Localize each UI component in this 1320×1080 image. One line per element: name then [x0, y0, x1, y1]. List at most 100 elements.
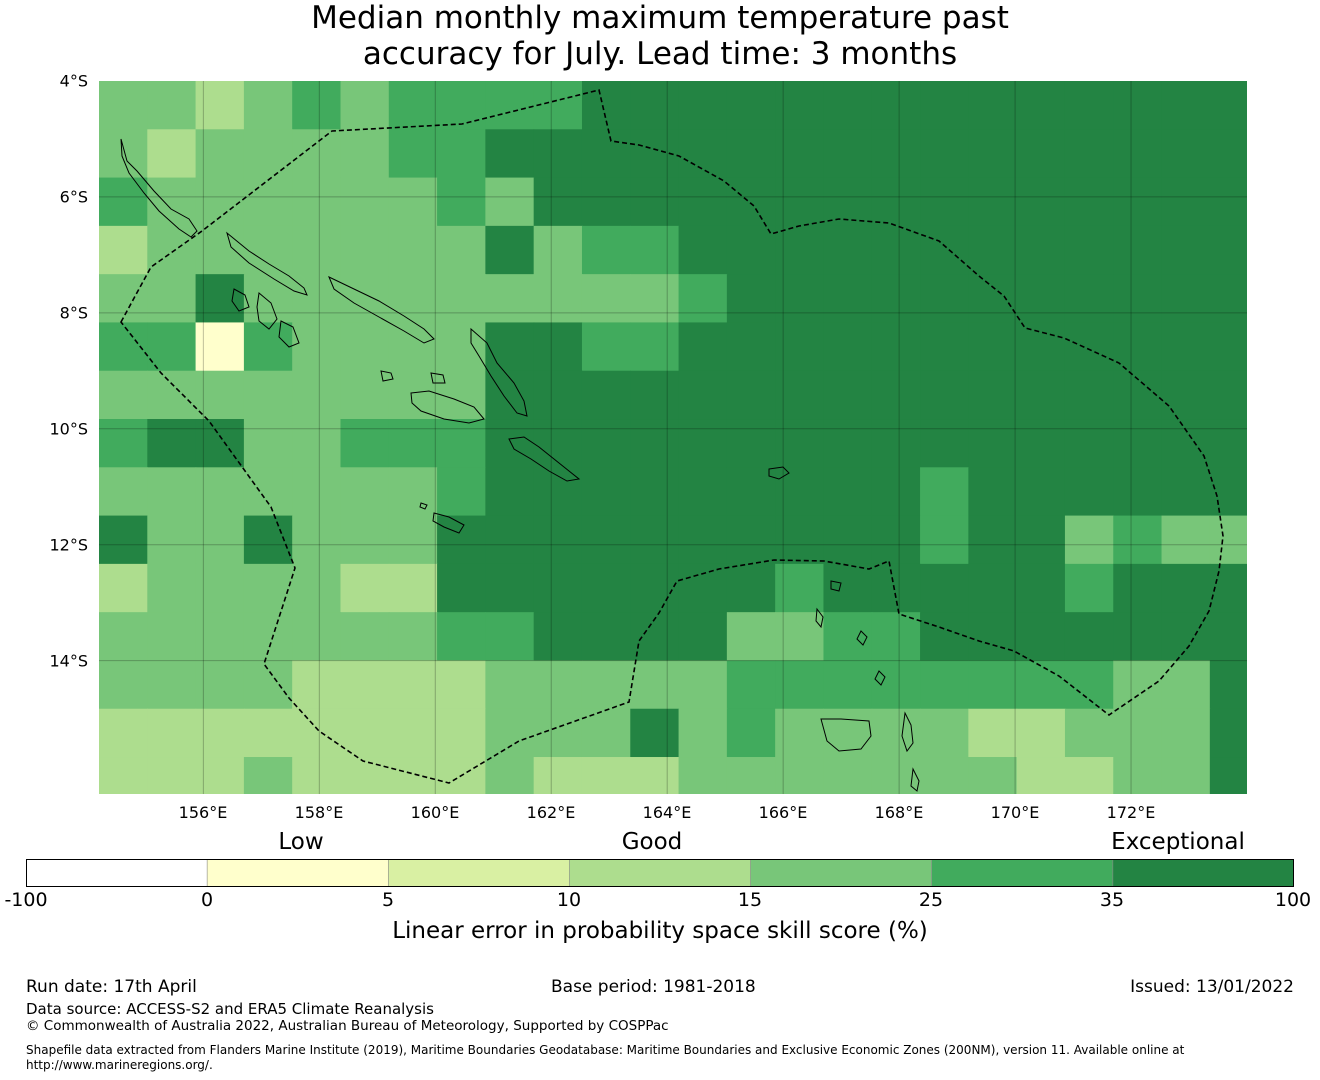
- coast-bellona: [419, 502, 428, 510]
- grid-cell: [533, 612, 583, 662]
- grid-cell: [340, 129, 390, 179]
- copyright-notice: © Commonwealth of Australia 2022, Austra…: [26, 1018, 669, 1034]
- grid-cell: [388, 81, 438, 130]
- colorbar-swatch: [1112, 859, 1294, 887]
- grid-cell: [726, 419, 776, 468]
- grid-cell: [968, 708, 1018, 758]
- grid-cell: [1161, 467, 1211, 517]
- coast-santa-cruz: [768, 466, 790, 480]
- category-exceptional: Exceptional: [1111, 829, 1245, 855]
- grid-cell: [968, 274, 1018, 324]
- grid-cell: [1113, 419, 1163, 468]
- grid-cell: [1016, 322, 1066, 372]
- colorbar-swatch: [569, 859, 752, 887]
- grid-cell: [1113, 81, 1163, 130]
- grid-cell: [533, 660, 583, 710]
- grid-cell: [437, 177, 486, 227]
- grid-cell: [581, 612, 631, 662]
- grid-cell: [726, 225, 776, 275]
- lon-label-168e: 168°E: [874, 803, 924, 822]
- grid-cell: [581, 225, 631, 275]
- coast-guadalcanal: [410, 390, 485, 424]
- graticule: [99, 81, 1247, 794]
- grid-cell: [823, 467, 873, 517]
- grid-cell: [147, 467, 197, 517]
- grid-cell: [243, 129, 293, 179]
- grid-cell: [1016, 274, 1066, 324]
- grid-cell: [292, 322, 342, 372]
- grid-cell: [871, 419, 921, 468]
- grid-cell: [340, 225, 390, 275]
- grid-cell: [726, 81, 776, 130]
- colorbar-tick-1: 0: [200, 889, 214, 911]
- grid-cell: [292, 81, 342, 130]
- grid-cell: [1113, 274, 1163, 324]
- grid-cell: [775, 225, 825, 275]
- grid-cell: [1016, 612, 1066, 662]
- grid-cell: [533, 225, 583, 275]
- colorbar-swatch: [931, 859, 1114, 887]
- grid-cell: [99, 419, 148, 468]
- grid-cell: [871, 515, 921, 565]
- coast-choiseul: [226, 231, 308, 296]
- grid-cell: [1064, 274, 1114, 324]
- grid-cell: [388, 177, 438, 227]
- grid-cell: [292, 757, 342, 794]
- grid-cell: [1161, 225, 1211, 275]
- grid-cell: [1113, 563, 1163, 613]
- grid-cell: [1209, 274, 1247, 324]
- grid-cell: [823, 660, 873, 710]
- grid-cell: [678, 225, 728, 275]
- grid-cell: [1016, 81, 1066, 130]
- skill-grid: [99, 81, 1247, 794]
- grid-cell: [147, 660, 197, 710]
- grid-cell: [581, 370, 631, 420]
- grid-cell: [485, 612, 535, 662]
- grid-cell: [195, 322, 245, 372]
- grid-cell: [968, 129, 1018, 179]
- grid-cell: [726, 129, 776, 179]
- grid-cell: [99, 563, 148, 613]
- grid-cell: [340, 515, 390, 565]
- grid-cell: [1209, 708, 1247, 758]
- grid-cell: [1209, 419, 1247, 468]
- grid-cell: [775, 467, 825, 517]
- grid-cell: [775, 612, 825, 662]
- coast-malaita: [470, 327, 528, 417]
- grid-cell: [630, 515, 680, 565]
- coast-banks: [815, 607, 824, 629]
- grid-cell: [630, 419, 680, 468]
- grid-cell: [533, 563, 583, 613]
- grid-cell: [920, 274, 969, 324]
- lon-label-160e: 160°E: [410, 803, 460, 822]
- grid-cell: [678, 322, 728, 372]
- grid-cell: [871, 225, 921, 275]
- grid-cell: [195, 515, 245, 565]
- grid-cell: [726, 515, 776, 565]
- grid-cell: [1209, 322, 1247, 372]
- grid-cell: [630, 177, 680, 227]
- lat-label-6s: 6°S: [59, 187, 88, 207]
- grid-cell: [775, 129, 825, 179]
- grid-cell: [485, 708, 535, 758]
- grid-cell: [920, 515, 969, 565]
- coast-efate: [910, 767, 920, 792]
- issued-date: Issued: 13/01/2022: [1130, 977, 1294, 997]
- title-line-1: Median monthly maximum temperature past: [311, 0, 1009, 36]
- colorbar-tick-4: 15: [737, 889, 763, 911]
- grid-cell: [1161, 177, 1211, 227]
- colorbar-swatch: [206, 859, 390, 887]
- grid-cell: [823, 612, 873, 662]
- grid-cell: [437, 419, 486, 468]
- base-period: Base period: 1981-2018: [551, 977, 756, 997]
- grid-cell: [1161, 708, 1211, 758]
- grid-cell: [340, 419, 390, 468]
- grid-cell: [1209, 660, 1247, 710]
- grid-cell: [437, 660, 486, 710]
- colorbar-tick-5: 25: [918, 889, 944, 911]
- grid-cell: [388, 757, 438, 794]
- grid-cell: [437, 129, 486, 179]
- grid-cell: [292, 419, 342, 468]
- grid-cell: [775, 563, 825, 613]
- grid-cell: [195, 129, 245, 179]
